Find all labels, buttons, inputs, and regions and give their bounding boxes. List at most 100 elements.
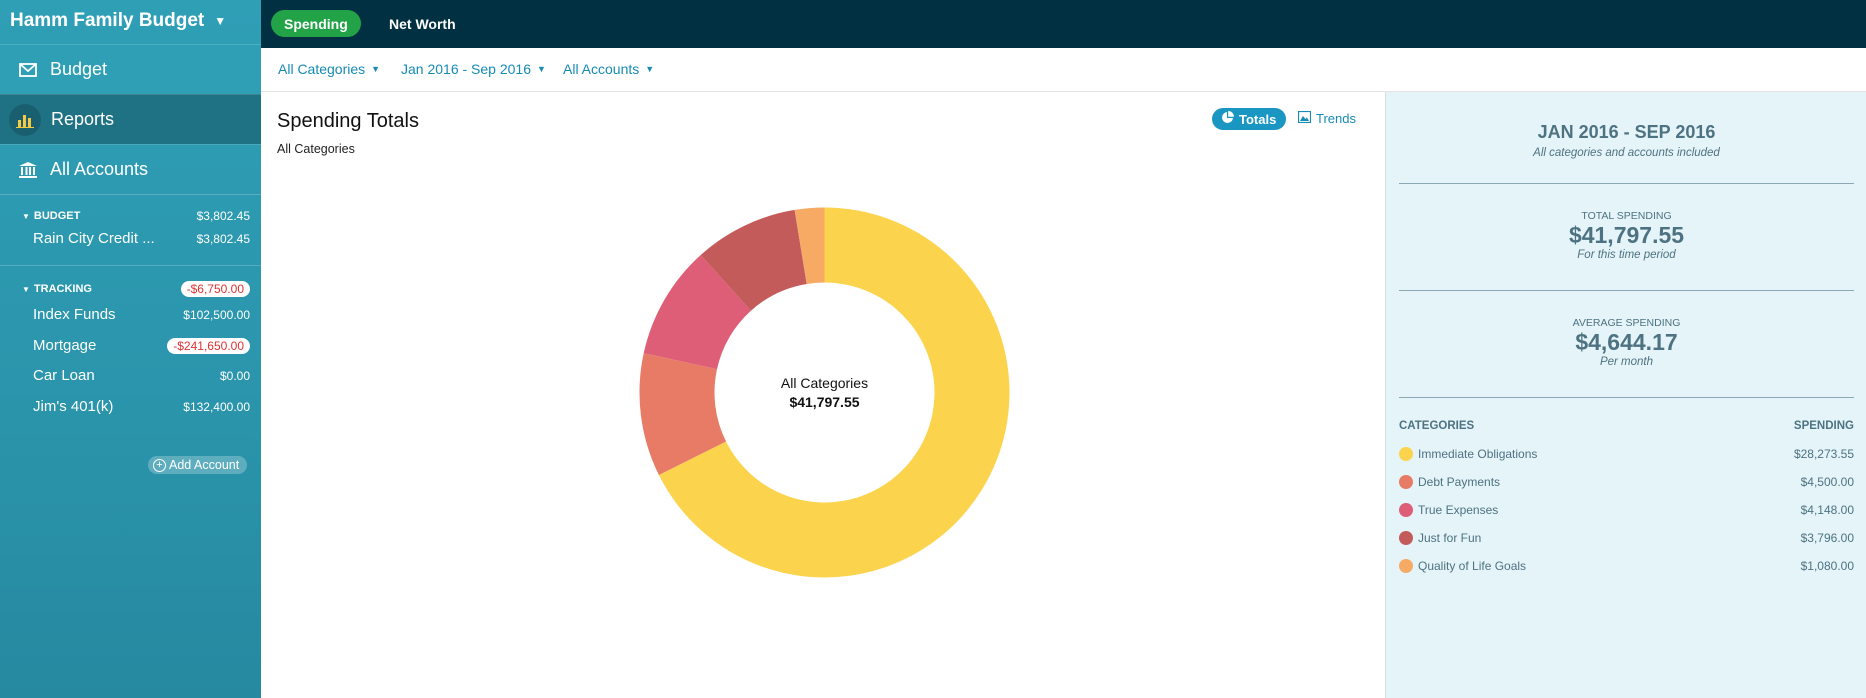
add-account-label: Add Account [169,458,240,472]
envelope-icon [15,60,41,80]
account-row[interactable]: Mortgage -$241,650.00 [33,337,250,354]
divider [1399,183,1854,184]
totals-toggle[interactable]: Totals [1212,108,1287,130]
totals-toggle-label: Totals [1239,111,1277,127]
divider [0,194,261,195]
category-name: Just for Fun [1418,531,1482,545]
color-swatch [1399,503,1413,517]
account-filter[interactable]: All Accounts ▼ [563,61,654,77]
category-name: Debt Payments [1418,475,1501,489]
account-name: Mortgage [33,337,97,354]
donut-slice-true-expenses[interactable] [643,255,751,370]
account-name: Car Loan [33,367,95,384]
nav-reports[interactable]: Reports [0,94,261,144]
divider [1399,290,1854,291]
page-subtitle: All Categories [277,142,355,156]
donut-center-value: $41,797.55 [789,394,860,410]
plus-circle-icon: + [153,458,166,472]
nav-reports-label: Reports [51,109,115,129]
category-name: Quality of Life Goals [1418,559,1527,573]
pie-chart-icon [1221,111,1234,127]
budget-switcher[interactable]: Hamm Family Budget ▼ [10,10,226,32]
color-swatch [1399,559,1413,573]
date-range-filter-label: Jan 2016 - Sep 2016 [401,61,531,77]
category-amount: $4,148.00 [1800,503,1854,517]
donut-slice-immediate-obligations[interactable] [658,207,1010,578]
budget-section-label: BUDGET [33,210,81,222]
account-row[interactable]: Rain City Credit ... $3,802.45 [33,230,250,247]
filter-bar: All Categories ▼ Jan 2016 - Sep 2016 ▼ A… [261,48,1866,92]
sidebar: Hamm Family Budget ▼ Budget Reports All … [0,0,261,698]
donut-slice-just-for-fun[interactable] [700,209,807,311]
account-row[interactable]: Index Funds $102,500.00 [33,306,250,323]
category-amount: $1,080.00 [1800,559,1854,573]
donut-center: All Categories $41,797.55 [638,206,1011,579]
donut-slice-quality-of-life-goals[interactable] [794,207,825,284]
account-name: Jim's 401(k) [33,398,114,415]
image-chart-icon [1297,110,1312,126]
caret-down-icon: ▼ [214,14,227,28]
date-range-filter[interactable]: Jan 2016 - Sep 2016 ▼ [401,61,546,77]
category-filter-label: All Categories [278,61,366,77]
account-name: Rain City Credit ... [33,230,155,247]
spending-column-header: SPENDING [1793,420,1854,432]
tracking-section-header[interactable]: ▼ TRACKING -$6,750.00 [22,281,250,297]
caret-down-icon: ▼ [537,64,546,74]
caret-down-icon: ▼ [645,64,655,74]
tab-spending[interactable]: Spending [271,10,361,37]
tracking-section-total: -$6,750.00 [180,281,250,297]
total-spending-note: For this time period [1577,249,1676,261]
category-row[interactable]: True Expenses $4,148.00 [1399,503,1854,517]
account-row[interactable]: Car Loan $0.00 [33,367,250,384]
bank-icon [15,160,41,180]
nav-budget[interactable]: Budget [0,44,261,94]
top-bar: Spending Net Worth [261,0,1866,48]
category-name: Immediate Obligations [1418,447,1538,461]
spending-donut-chart: All Categories $41,797.55 [638,206,1011,579]
account-balance: $3,802.45 [196,231,250,246]
category-row[interactable]: Quality of Life Goals $1,080.00 [1399,559,1854,573]
account-balance: -$241,650.00 [167,337,250,354]
nav-all-accounts[interactable]: All Accounts [0,144,261,194]
total-spending-label: TOTAL SPENDING [1581,210,1672,222]
nav-budget-label: Budget [50,59,108,79]
account-filter-label: All Accounts [563,61,640,77]
tab-net-worth[interactable]: Net Worth [389,15,456,32]
page-title: Spending Totals [277,110,419,132]
category-row[interactable]: Debt Payments $4,500.00 [1399,475,1854,489]
category-filter[interactable]: All Categories ▼ [278,61,380,77]
nav-all-accounts-label: All Accounts [50,159,149,179]
account-balance: $132,400.00 [183,399,250,414]
color-swatch [1399,447,1413,461]
category-amount: $4,500.00 [1800,475,1854,489]
total-spending-value: $41,797.55 [1568,222,1685,248]
category-row[interactable]: Immediate Obligations $28,273.55 [1399,447,1854,461]
divider [1399,397,1854,398]
color-swatch [1399,531,1413,545]
donut-center-label: All Categories [780,375,869,391]
account-balance: $102,500.00 [183,307,250,322]
caret-down-icon: ▼ [22,284,30,294]
add-account-button[interactable]: + Add Account [148,456,248,474]
category-amount: $28,273.55 [1793,447,1854,461]
trends-toggle[interactable]: Trends [1297,110,1356,126]
account-name: Index Funds [33,306,116,323]
donut-svg [639,207,1010,578]
budget-section-header[interactable]: ▼ BUDGET $3,802.45 [22,209,250,223]
period-title: JAN 2016 - SEP 2016 [1537,122,1716,142]
category-row[interactable]: Just for Fun $3,796.00 [1399,531,1854,545]
donut-slice-debt-payments[interactable] [639,353,727,475]
account-balance: $0.00 [219,368,250,383]
caret-down-icon: ▼ [22,211,30,221]
category-table-header: CATEGORIES SPENDING [1399,420,1854,432]
budget-section-total: $3,802.45 [196,209,250,223]
category-name: True Expenses [1418,503,1499,517]
caret-down-icon: ▼ [371,64,381,74]
summary-panel: JAN 2016 - SEP 2016 All categories and a… [1385,92,1866,698]
color-swatch [1399,475,1413,489]
average-spending-label: AVERAGE SPENDING [1572,317,1681,329]
period-note: All categories and accounts included [1533,147,1720,159]
report-main: Spending Totals All Categories Totals Tr… [261,92,1385,698]
average-spending-block: AVERAGE SPENDING $4,644.17 Per month [1399,317,1854,368]
account-row[interactable]: Jim's 401(k) $132,400.00 [33,398,250,415]
